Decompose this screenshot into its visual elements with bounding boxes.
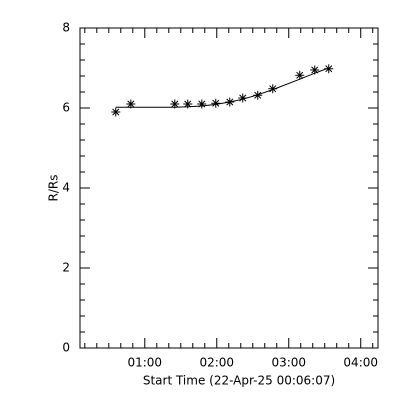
data-point (310, 65, 320, 75)
x-tick-label: 03:00 (271, 356, 306, 370)
data-point (295, 70, 305, 80)
y-tick-label: 2 (62, 261, 70, 275)
data-point (324, 64, 334, 74)
data-point (211, 98, 221, 108)
y-tick-label: 8 (62, 21, 70, 35)
data-point (170, 99, 180, 109)
x-tick-label: 04:00 (343, 356, 378, 370)
x-tick-label: 02:00 (199, 356, 234, 370)
plot-frame (79, 27, 379, 349)
fit-line (115, 67, 329, 108)
data-point (126, 99, 136, 109)
y-tick-label: 0 (62, 341, 70, 355)
y-axis-label: R/Rs (47, 175, 61, 202)
data-point (197, 99, 207, 109)
data-point (111, 107, 121, 117)
data-point (183, 99, 193, 109)
x-tick-label: 01:00 (127, 356, 162, 370)
data-point (238, 93, 248, 103)
y-tick-label: 6 (62, 101, 70, 115)
x-axis-label: Start Time (22-Apr-25 00:06:07) (143, 374, 335, 388)
data-point (268, 84, 278, 94)
y-tick-label: 4 (62, 181, 70, 195)
